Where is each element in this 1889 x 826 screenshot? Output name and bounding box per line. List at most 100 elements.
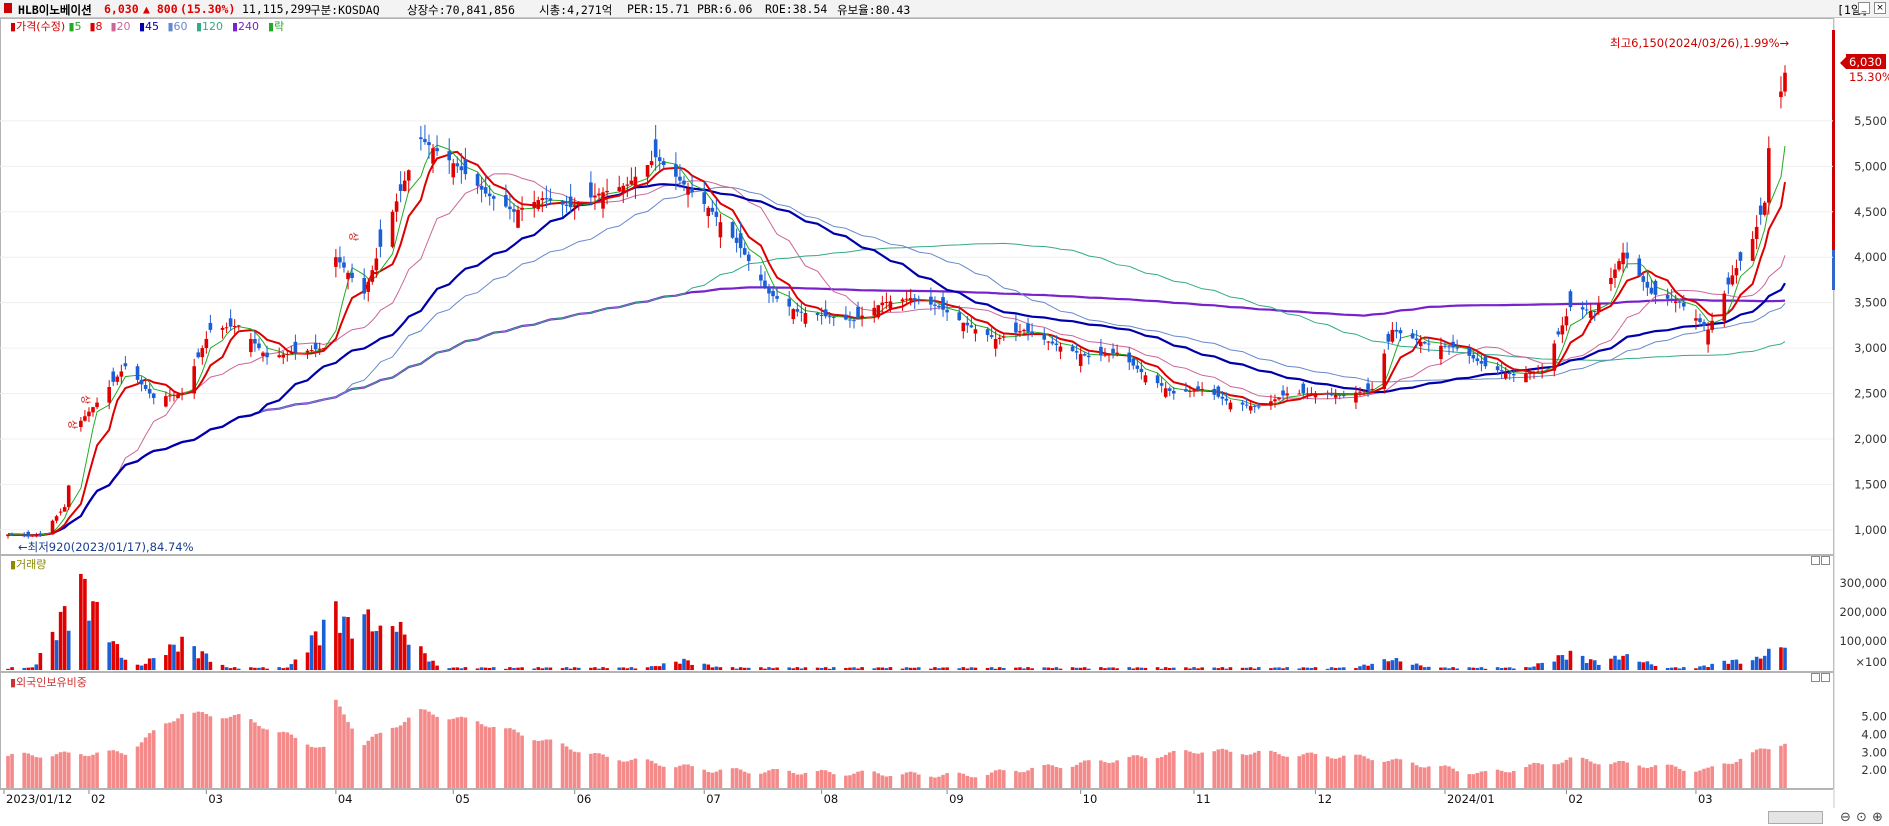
limit-up-marker-1: 상 (66, 420, 78, 429)
candle-body (1366, 383, 1370, 390)
foreign-ratio-bar (1738, 758, 1743, 788)
foreign-panel-max-icon[interactable] (1811, 673, 1820, 682)
zoom-out-icon[interactable]: ⊖ (1840, 810, 1851, 825)
candle-body (1726, 277, 1731, 285)
volume-bar (1240, 667, 1245, 670)
foreign-ratio-bar (787, 770, 792, 788)
volume-bar (1536, 663, 1540, 670)
volume-panel-close-icon[interactable] (1821, 556, 1830, 565)
candle-body (997, 337, 1002, 339)
volume-bar (346, 617, 350, 670)
volume-bar (1386, 661, 1391, 670)
candle-body (856, 306, 860, 319)
volume-bar (508, 667, 512, 670)
price-ytick-label: 3,000 (1854, 341, 1887, 355)
candle-body (1673, 301, 1678, 304)
foreign-ratio-bar (1103, 762, 1107, 788)
x-tick-label: 08 (824, 792, 839, 806)
candle-body (463, 159, 468, 175)
volume-bar (1621, 655, 1625, 670)
candle-body (1188, 390, 1192, 392)
zoom-reset-icon[interactable]: ⊙ (1856, 810, 1867, 825)
volume-bar (321, 619, 326, 670)
foreign-ratio-bar (961, 773, 966, 788)
candle-body (374, 258, 379, 271)
foreign-ratio-bar (1706, 767, 1710, 788)
price-ytick-label: 3,500 (1854, 296, 1887, 310)
volume-bar (265, 668, 269, 670)
volume-bar (30, 667, 35, 670)
volume-bar (220, 664, 225, 670)
foreign-ratio-bar (1329, 758, 1334, 788)
foreign-ratio-bar (1305, 752, 1310, 788)
zoom-in-icon[interactable]: ⊕ (1872, 810, 1883, 825)
foreign-ratio-bar (1014, 770, 1018, 788)
candle-body (1107, 353, 1111, 355)
candle-body (661, 161, 666, 166)
foreign-ratio-bar (674, 767, 678, 788)
candle-body (1018, 331, 1022, 333)
candle-body (1026, 323, 1030, 332)
volume-bar (746, 667, 751, 670)
volume-bar (115, 644, 120, 670)
foreign-ytick-label: 3.00 (1861, 745, 1887, 759)
foreign-ratio-bar (362, 745, 367, 788)
volume-bar (1783, 647, 1787, 670)
candle-body (1536, 371, 1540, 373)
candle-body (168, 395, 172, 397)
volume-bar (172, 644, 176, 670)
candle-body (929, 296, 933, 305)
volume-bar (1495, 667, 1500, 670)
volume-bar (572, 667, 577, 670)
pbr-value: PBR:6.06 (697, 2, 753, 16)
volume-bar (1560, 654, 1565, 670)
foreign-ratio-bar (1455, 771, 1459, 788)
candle-body (1455, 347, 1459, 349)
candle-body (1649, 287, 1654, 294)
horizontal-scrollbar[interactable] (1768, 811, 1823, 824)
foreign-ratio-bar (597, 753, 601, 788)
foreign-ratio-bar (249, 719, 253, 788)
volume-bar (1653, 665, 1658, 670)
candle-body (831, 316, 836, 318)
volume-bar (1455, 668, 1459, 670)
volume-bars (6, 573, 1787, 670)
volume-bar (249, 667, 253, 670)
volume-panel-max-icon[interactable] (1811, 556, 1820, 565)
candle-body (1588, 310, 1593, 318)
foreign-ratio-bar (1269, 750, 1273, 788)
foreign-ratio-bar (775, 769, 779, 788)
candle-body (1410, 333, 1415, 339)
volume-bar (1556, 655, 1561, 670)
candle-body (1269, 401, 1273, 406)
foreign-ratio-bar (912, 772, 917, 788)
candle-body (872, 307, 877, 316)
volume-bar (313, 631, 318, 670)
candle-body (427, 142, 431, 146)
volume-bar (1313, 667, 1318, 670)
stock-name[interactable]: HLB이노베이션 (18, 3, 92, 17)
stock-chart[interactable]: 1,000 1,500 2,000 2,500 3,000 3,500 4,000 4,500… (0, 18, 1889, 826)
candle-body (718, 222, 723, 238)
volume-bar (876, 667, 881, 670)
foreign-ratio-bar (661, 766, 666, 788)
candle-body (394, 201, 399, 212)
x-tick-label: 2023/01/12 (6, 792, 72, 806)
candle-body (1192, 390, 1196, 392)
volume-bar (1281, 668, 1285, 670)
low-annotation: ←최저920(2023/01/17),84.74% (18, 540, 194, 554)
foreign-panel-close-icon[interactable] (1821, 673, 1830, 682)
minimize-icon[interactable]: _ (1858, 2, 1870, 14)
volume-bar (1471, 667, 1476, 670)
price-ytick-label: 4,500 (1854, 205, 1887, 219)
close-icon[interactable]: × (1874, 2, 1886, 14)
candle-body (625, 184, 630, 186)
volume-bar (236, 668, 241, 670)
candle-body (1224, 398, 1229, 401)
foreign-ratio-bar (1617, 761, 1621, 788)
volume-bar (1625, 654, 1629, 670)
foreign-ratio-bar (30, 755, 35, 788)
foreign-ratio-bar (560, 743, 565, 788)
foreign-ratio-bar (1702, 768, 1706, 788)
x-tick-label: 09 (949, 792, 964, 806)
